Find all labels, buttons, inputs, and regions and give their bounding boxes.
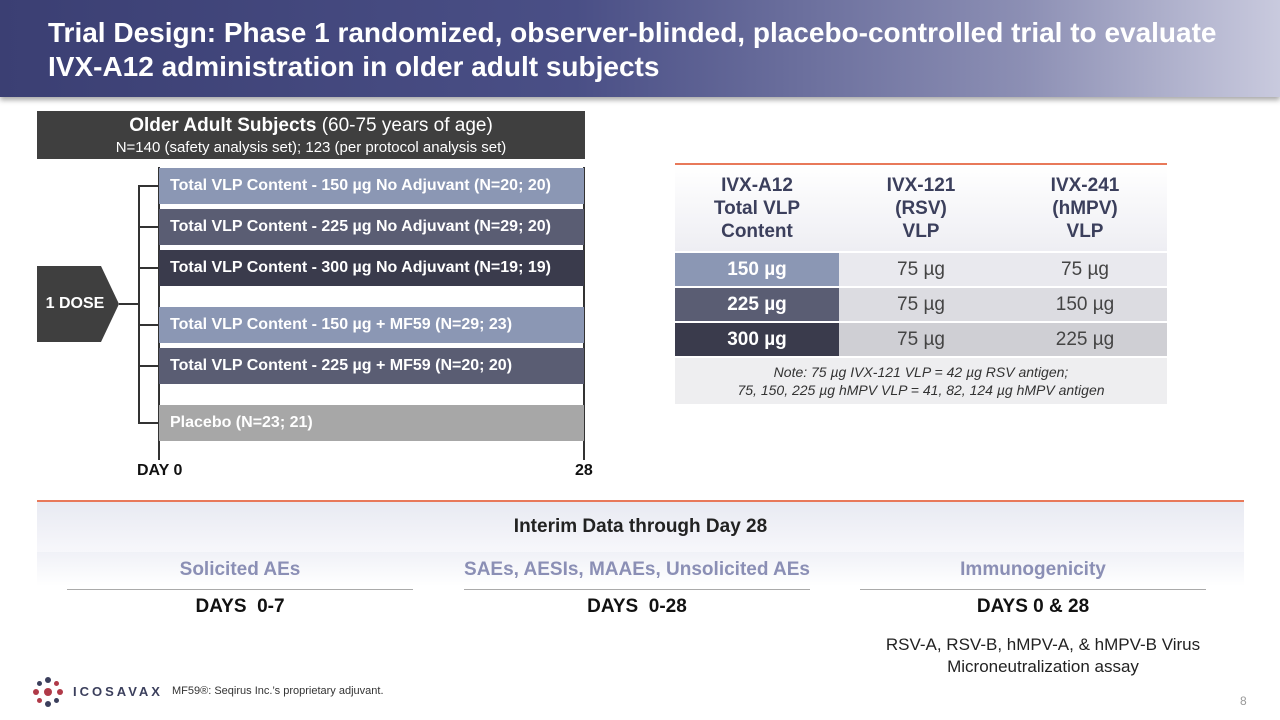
assay-description: RSV-A, RSV-B, hMPV-A, & hMPV-B Virus Mic…: [860, 634, 1226, 678]
table-cell-dose: 225 µg: [675, 286, 839, 322]
column-title-saes: SAEs, AESIs, MAAEs, Unsolicited AEs: [464, 559, 810, 580]
table-cell-dose: 300 µg: [675, 321, 839, 357]
subjects-counts: N=140 (safety analysis set); 123 (per pr…: [115, 139, 507, 156]
dose-label: 1 DOSE: [45, 295, 105, 312]
table-row: 300 µg 75 µg 225 µg: [675, 321, 1167, 357]
table-cell-hmpv: 75 µg: [1003, 251, 1167, 287]
bracket-tick: [138, 324, 159, 326]
table-header-ivx-121: IVX-121 (RSV) VLP: [839, 163, 1003, 252]
subjects-heading-age: (60-75 years of age): [316, 115, 493, 136]
arm-150-no-adjuvant: Total VLP Content - 150 µg No Adjuvant (…: [159, 168, 584, 204]
vlp-content-table: IVX-A12 Total VLP Content IVX-121 (RSV) …: [675, 163, 1167, 404]
subjects-box: Older Adult Subjects (60-75 years of age…: [37, 111, 585, 159]
column-divider: [860, 589, 1206, 590]
table-note-line: 75, 150, 225 µg hMPV VLP = 41, 82, 124 µ…: [737, 382, 1105, 398]
table-note: Note: 75 µg IVX-121 VLP = 42 µg RSV anti…: [675, 356, 1167, 404]
table-cell-hmpv: 150 µg: [1003, 286, 1167, 322]
assay-line: RSV-A, RSV-B, hMPV-A, & hMPV-B Virus: [885, 635, 1201, 654]
page-number: 8: [1240, 694, 1247, 708]
bracket-vertical-line: [138, 185, 140, 423]
bracket-tick: [138, 226, 159, 228]
header-text: Total VLP: [713, 197, 801, 219]
table-row: 150 µg 75 µg 75 µg: [675, 251, 1167, 287]
slide-title: Trial Design: Phase 1 randomized, observ…: [48, 17, 1217, 82]
subjects-heading-bold: Older Adult Subjects: [129, 115, 317, 136]
table-note-row: Note: 75 µg IVX-121 VLP = 42 µg RSV anti…: [675, 356, 1167, 404]
table-cell-rsv: 75 µg: [839, 321, 1003, 357]
table-header-ivx-241: IVX-241 (hMPV) VLP: [1003, 163, 1167, 252]
table-cell-dose: 150 µg: [675, 251, 839, 287]
bracket-tick: [138, 422, 159, 424]
column-title-immunogenicity: Immunogenicity: [960, 559, 1106, 580]
dose-connector-line: [119, 303, 139, 305]
assay-line: Microneutralization assay: [947, 657, 1139, 676]
bracket-tick: [138, 185, 159, 187]
header-text: (RSV): [895, 197, 947, 219]
column-days-saes: DAYS 0-28: [587, 596, 687, 617]
bracket-tick: [138, 365, 159, 367]
footnote: MF59®: Seqirus Inc.’s proprietary adjuva…: [172, 685, 384, 697]
header-text: IVX-A12: [721, 174, 793, 196]
header-text: Content: [721, 220, 793, 242]
subjects-heading: Older Adult Subjects (60-75 years of age…: [37, 113, 585, 139]
table-cell-rsv: 75 µg: [839, 251, 1003, 287]
header-text: VLP: [1066, 220, 1104, 242]
dose-arrow-shape: [37, 266, 119, 342]
icosavax-logo-icon: [33, 677, 63, 707]
arm-225-mf59: Total VLP Content - 225 µg + MF59 (N=20;…: [159, 348, 584, 384]
arm-placebo: Placebo (N=23; 21): [159, 405, 584, 441]
column-days-solicited-aes: DAYS 0-7: [195, 596, 285, 617]
column-days-immunogenicity: DAYS 0 & 28: [976, 596, 1090, 617]
table-header-ivx-a12: IVX-A12 Total VLP Content: [675, 163, 839, 252]
title-banner: [0, 0, 1280, 97]
table-row: 225 µg 75 µg 150 µg: [675, 286, 1167, 322]
timeline-start-label: DAY 0: [137, 462, 183, 479]
header-text: VLP: [902, 220, 940, 242]
arm-225-no-adjuvant: Total VLP Content - 225 µg No Adjuvant (…: [159, 209, 584, 245]
interim-header: Interim Data through Day 28: [37, 500, 1244, 554]
header-text: IVX-241: [1050, 174, 1120, 196]
header-text: IVX-121: [886, 174, 956, 196]
table-cell-hmpv: 225 µg: [1003, 321, 1167, 357]
column-divider: [67, 589, 413, 590]
timeline-day28-line: [583, 167, 585, 460]
table-note-line: Note: 75 µg IVX-121 VLP = 42 µg RSV anti…: [773, 364, 1069, 380]
timeline-end-label: 28: [575, 462, 593, 479]
column-title-solicited-aes: Solicited AEs: [179, 559, 301, 580]
table-cell-rsv: 75 µg: [839, 286, 1003, 322]
column-divider: [464, 589, 810, 590]
table-header-row: IVX-A12 Total VLP Content IVX-121 (RSV) …: [675, 163, 1167, 252]
interim-subheader-band: [37, 552, 1244, 586]
arm-300-no-adjuvant: Total VLP Content - 300 µg No Adjuvant (…: [159, 250, 584, 286]
icosavax-wordmark: ICOSAVAX: [73, 684, 163, 699]
arm-150-mf59: Total VLP Content - 150 µg + MF59 (N=29;…: [159, 307, 584, 343]
header-text: (hMPV): [1052, 197, 1118, 219]
bracket-tick: [138, 267, 159, 269]
